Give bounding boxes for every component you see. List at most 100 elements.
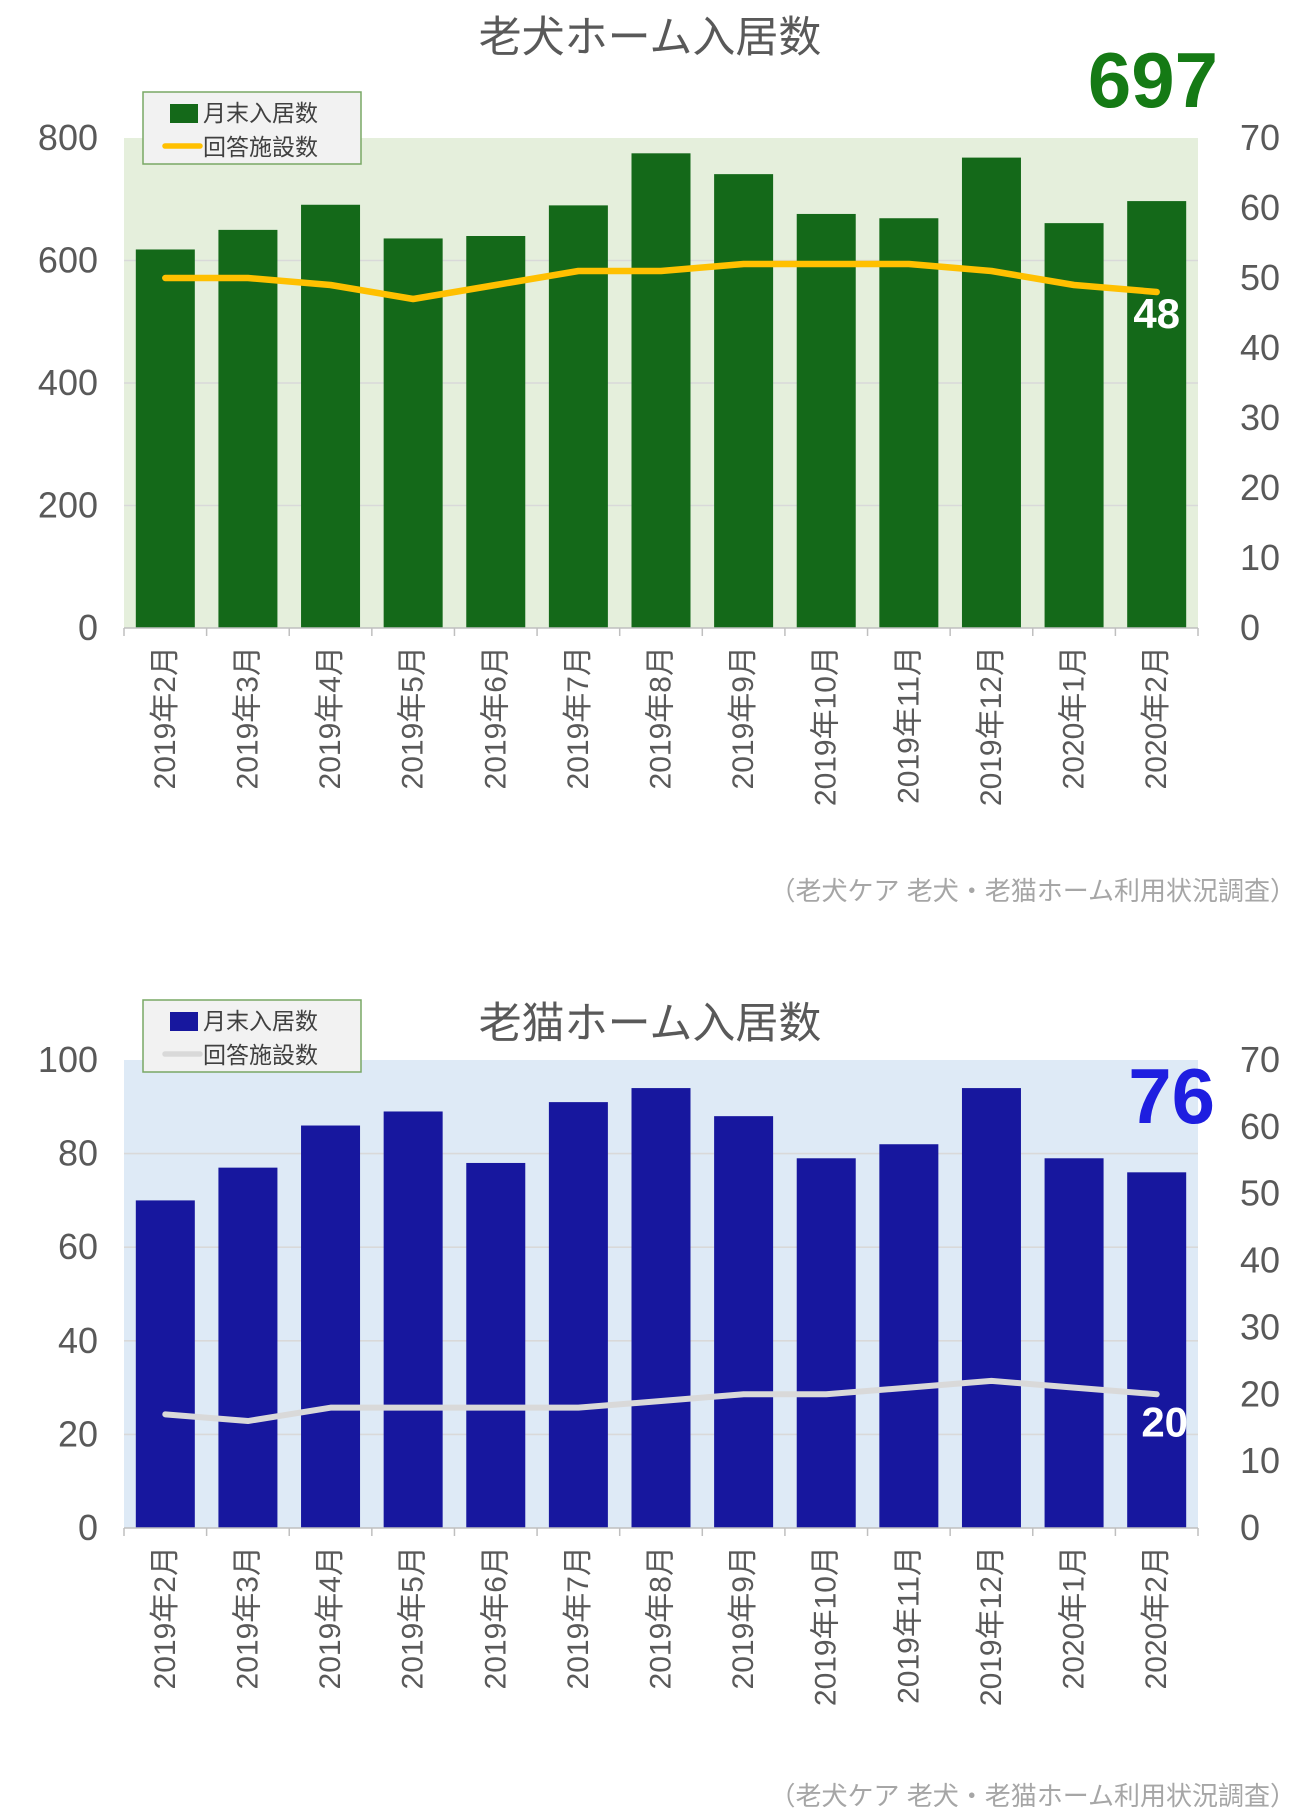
y-axis-label-right: 70 — [1240, 1039, 1280, 1080]
y-axis-label-left: 0 — [78, 1507, 98, 1548]
x-axis-label-2019年6月: 2019年6月 — [479, 646, 512, 789]
y-axis-label-right: 0 — [1240, 607, 1260, 648]
big-number-label: 76 — [1128, 1052, 1215, 1140]
y-axis-label-left: 800 — [38, 117, 98, 158]
bar-2019年2月 — [135, 1200, 195, 1528]
source-note: （老犬ケア 老犬・老猫ホーム利用状況調査） — [770, 1781, 1296, 1811]
x-axis-label-2019年8月: 2019年8月 — [645, 646, 678, 789]
bar-2020年1月 — [1044, 1158, 1104, 1528]
x-axis-label-2019年10月: 2019年10月 — [810, 646, 843, 806]
x-axis-label-2019年10月: 2019年10月 — [810, 1546, 843, 1706]
bar-2019年3月 — [218, 1167, 278, 1528]
bar-2019年9月 — [714, 1116, 774, 1528]
y-axis-label-right: 20 — [1240, 1373, 1280, 1414]
chart-title: 老犬ホーム入居数 — [479, 14, 822, 62]
x-axis-label-2019年4月: 2019年4月 — [314, 646, 347, 789]
y-axis-label-left: 400 — [38, 362, 98, 403]
y-axis-label-left: 40 — [58, 1320, 98, 1361]
x-axis-label-2020年1月: 2020年1月 — [1058, 1546, 1091, 1689]
bar-2019年5月 — [383, 238, 443, 628]
line-end-label: 48 — [1133, 290, 1180, 337]
bar-2019年8月 — [631, 1088, 691, 1528]
y-axis-label-right: 30 — [1240, 397, 1280, 438]
x-axis-label-2019年12月: 2019年12月 — [975, 646, 1008, 806]
bar-2020年1月 — [1044, 223, 1104, 628]
x-axis-label-2019年5月: 2019年5月 — [397, 646, 430, 789]
bar-2019年3月 — [218, 229, 278, 628]
x-axis-label-2019年7月: 2019年7月 — [562, 646, 595, 789]
bar-2019年10月 — [796, 1158, 856, 1528]
plot-area: 48 800 600 400 200 0 70 60 50 40 30 20 10 0 2019年2月 201… — [38, 117, 1280, 806]
x-axis-label-2019年9月: 2019年9月 — [727, 646, 760, 789]
x-axis-label-2019年2月: 2019年2月 — [149, 1546, 182, 1689]
bar-series — [135, 1088, 1187, 1528]
big-number-label: 697 — [1088, 36, 1218, 124]
x-axis-label-2020年2月: 2020年2月 — [1140, 1546, 1173, 1689]
bar-2019年10月 — [796, 213, 856, 628]
y-axis-label-right: 50 — [1240, 1173, 1280, 1214]
bar-2019年6月 — [466, 236, 526, 628]
legend-bar-swatch — [170, 104, 198, 123]
x-axis-label-2019年9月: 2019年9月 — [727, 1546, 760, 1689]
bar-2019年12月 — [961, 157, 1021, 628]
legend-line-label: 回答施設数 — [203, 134, 318, 160]
x-axis-label-2019年4月: 2019年4月 — [314, 1546, 347, 1689]
x-axis-label-2019年3月: 2019年3月 — [231, 646, 264, 789]
y-axis-label-right: 20 — [1240, 467, 1280, 508]
bar-2019年8月 — [631, 153, 691, 628]
legend-bar-label: 月末入居数 — [203, 1008, 318, 1034]
y-axis-label-right: 60 — [1240, 187, 1280, 228]
y-axis-label-right: 40 — [1240, 327, 1280, 368]
y-axis-label-right: 70 — [1240, 117, 1280, 158]
x-axis-label-2020年1月: 2020年1月 — [1058, 646, 1091, 789]
bar-2019年6月 — [466, 1162, 526, 1528]
line-series — [162, 1377, 1160, 1425]
line-end-label: 20 — [1141, 1398, 1188, 1445]
bar-2019年2月 — [135, 249, 195, 628]
x-axis-label-2019年12月: 2019年12月 — [975, 1546, 1008, 1706]
legend: 月末入居数 回答施設数 — [142, 91, 362, 165]
y-axis-label-left: 600 — [38, 240, 98, 281]
bar-series — [135, 153, 1187, 629]
bar-2019年11月 — [879, 1144, 939, 1528]
y-axis-label-left: 80 — [58, 1133, 98, 1174]
y-axis-label-left: 60 — [58, 1226, 98, 1267]
bar-2020年2月 — [1127, 201, 1187, 628]
chart-title: 老猫ホーム入居数 — [479, 1000, 822, 1048]
bar-2019年4月 — [301, 204, 361, 628]
y-axis-label-right: 30 — [1240, 1306, 1280, 1347]
x-axis-label-2019年2月: 2019年2月 — [149, 646, 182, 789]
legend-line-label: 回答施設数 — [203, 1042, 318, 1068]
y-axis-label-left: 0 — [78, 607, 98, 648]
y-axis-label-left: 20 — [58, 1413, 98, 1454]
x-axis-label-2019年11月: 2019年11月 — [892, 1546, 925, 1704]
x-axis-label-2019年6月: 2019年6月 — [479, 1546, 512, 1689]
bar-2019年11月 — [879, 218, 939, 629]
bar-2019年9月 — [714, 174, 774, 628]
source-note: （老犬ケア 老犬・老猫ホーム利用状況調査） — [770, 876, 1296, 906]
x-axis-label-2019年8月: 2019年8月 — [645, 1546, 678, 1689]
x-axis-label-2019年3月: 2019年3月 — [231, 1546, 264, 1689]
legend: 月末入居数 回答施設数 — [142, 999, 362, 1073]
x-axis-label-2019年7月: 2019年7月 — [562, 1546, 595, 1689]
legend-bar-swatch — [170, 1012, 198, 1031]
line-series — [162, 260, 1160, 303]
y-axis-label-right: 10 — [1240, 537, 1280, 578]
legend-bar-label: 月末入居数 — [203, 100, 318, 126]
bar-2020年2月 — [1127, 1172, 1187, 1528]
y-axis-label-left: 100 — [38, 1039, 98, 1080]
x-axis-label-2019年5月: 2019年5月 — [397, 1546, 430, 1689]
dog-home-chart: 48 800 600 400 200 0 70 60 50 40 30 20 10 0 2019年2月 201… — [38, 14, 1296, 906]
x-axis-label-2019年11月: 2019年11月 — [892, 646, 925, 804]
y-axis-label-right: 40 — [1240, 1240, 1280, 1281]
bar-2019年12月 — [961, 1088, 1021, 1528]
y-axis-label-right: 0 — [1240, 1507, 1260, 1548]
bar-2019年4月 — [301, 1125, 361, 1528]
bar-2019年7月 — [548, 1102, 608, 1528]
bar-2019年5月 — [383, 1111, 443, 1528]
y-axis-label-right: 50 — [1240, 257, 1280, 298]
y-axis-label-right: 60 — [1240, 1106, 1280, 1147]
